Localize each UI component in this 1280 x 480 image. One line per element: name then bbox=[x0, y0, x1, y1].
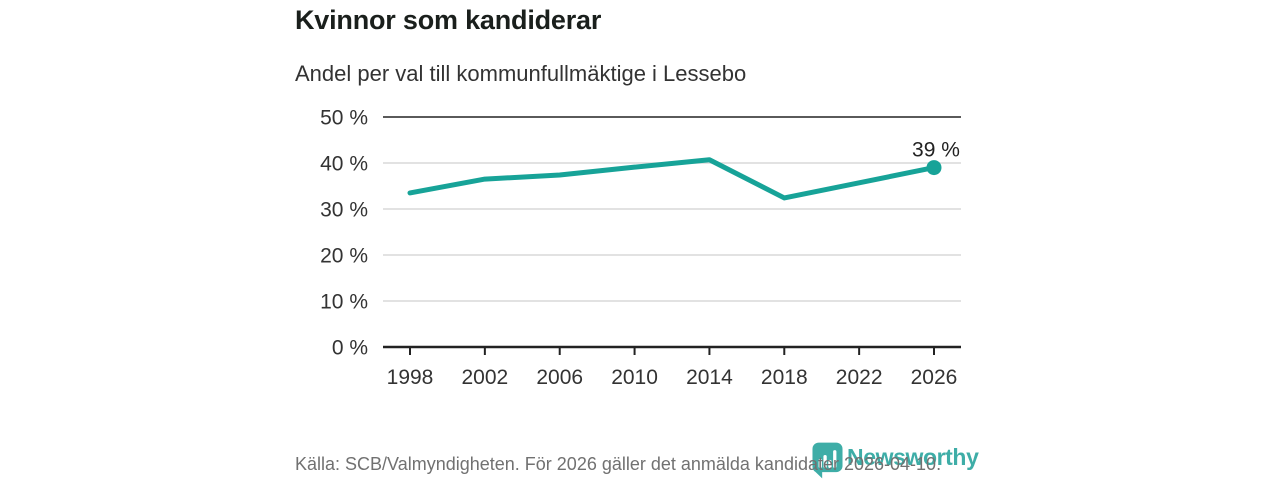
y-axis-tick-label: 0 % bbox=[332, 337, 368, 360]
x-axis-tick-label: 2014 bbox=[686, 366, 733, 389]
line-chart: 0 % 10 % 20 % 30 % 40 % 50 % 1998 2002 2006 2010 2… bbox=[320, 107, 961, 389]
x-axis-tick-label: 2022 bbox=[836, 366, 883, 389]
newsworthy-wordmark: Newsworthy bbox=[847, 444, 979, 470]
end-point-marker bbox=[926, 160, 942, 176]
x-axis-tick-label: 2026 bbox=[911, 366, 958, 389]
y-axis-tick-label: 30 % bbox=[320, 199, 368, 222]
y-axis-tick-label: 10 % bbox=[320, 291, 368, 314]
chart-subtitle: Andel per val till kommunfullmäktige i L… bbox=[295, 60, 747, 86]
data-line bbox=[407, 157, 937, 201]
newsworthy-bubble-barchart-icon bbox=[812, 442, 843, 479]
x-axis-tick-label: 2010 bbox=[611, 366, 658, 389]
end-point-value-label: 39 % bbox=[912, 139, 960, 162]
y-axis-tick-label: 50 % bbox=[320, 107, 368, 130]
chart-title: Kvinnor som kandiderar bbox=[295, 5, 602, 35]
y-axis-tick-label: 40 % bbox=[320, 153, 368, 176]
chart-header: Kvinnor som kandiderar Andel per val til… bbox=[295, 0, 995, 87]
newsworthy-logo: Newsworthy bbox=[812, 442, 979, 479]
x-axis-tick-label: 2018 bbox=[761, 366, 808, 389]
source-note: Källa: SCB/Valmyndigheten. För 2026 gäll… bbox=[295, 454, 942, 474]
y-axis-tick-label: 20 % bbox=[320, 245, 368, 268]
x-axis-tick-label: 1998 bbox=[387, 366, 434, 389]
x-axis-tick-label: 2002 bbox=[461, 366, 508, 389]
x-axis-tick-label: 2006 bbox=[536, 366, 583, 389]
